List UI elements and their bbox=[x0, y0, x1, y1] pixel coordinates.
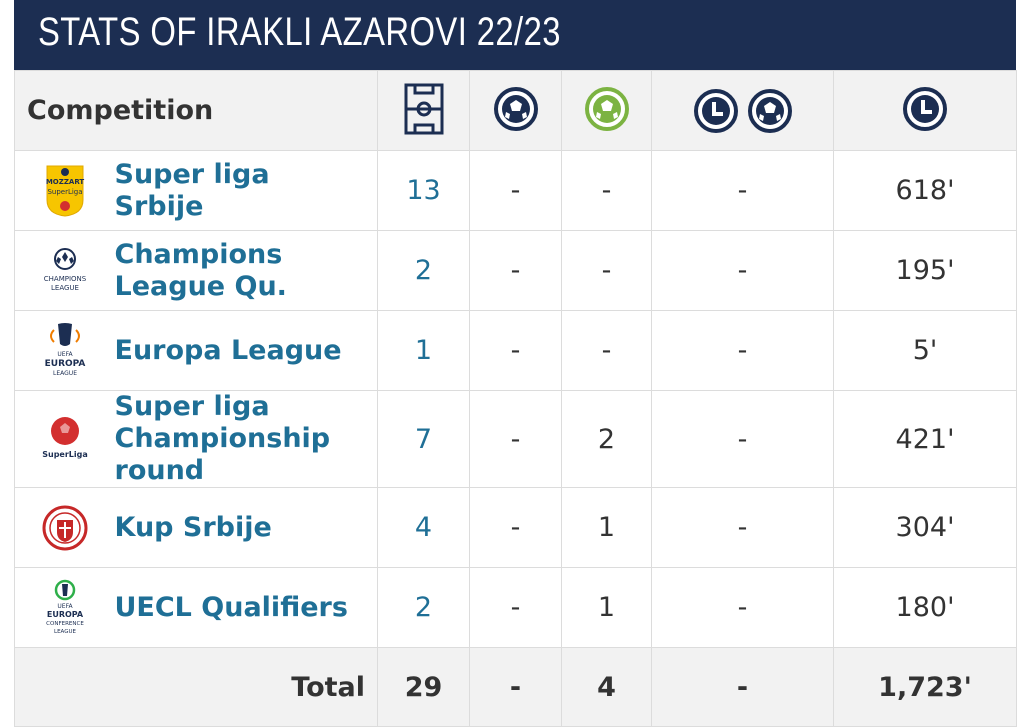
competition-name-link[interactable]: Kup Srbije bbox=[114, 487, 379, 568]
europa-conference-league-logo[interactable]: UEFA EUROPA CONFERENCE LEAGUE bbox=[40, 578, 90, 638]
goals-header bbox=[469, 70, 563, 151]
minutes-per-goal-value: - bbox=[651, 150, 835, 231]
goals-value: - bbox=[469, 390, 563, 488]
europa-league-logo[interactable]: UEFA EUROPA LEAGUE bbox=[40, 322, 90, 380]
minutes-played-value: 421' bbox=[833, 390, 1018, 488]
ball-icon bbox=[493, 86, 538, 131]
goals-value: - bbox=[469, 310, 563, 391]
minutes-per-goal-value: - bbox=[651, 567, 835, 648]
total-goals: - bbox=[469, 647, 563, 727]
minutes-per-goal-value: - bbox=[651, 310, 835, 391]
svg-text:SuperLiga: SuperLiga bbox=[42, 450, 88, 459]
stats-header: STATS OF IRAKLI AZAROVI 22/23 bbox=[14, 0, 1016, 70]
competition-name-link[interactable]: Super liga Srbije bbox=[114, 150, 379, 231]
assists-value: 2 bbox=[561, 390, 653, 488]
minutes-played-value: 180' bbox=[833, 567, 1018, 648]
appearances-value[interactable]: 7 bbox=[377, 390, 471, 488]
goals-value: - bbox=[469, 150, 563, 231]
table-row: MOZZART SuperLiga Super liga Srbije 13 -… bbox=[14, 150, 1018, 231]
table-row: SuperLiga Super liga Championship round … bbox=[14, 390, 1018, 488]
svg-text:LEAGUE: LEAGUE bbox=[51, 284, 79, 292]
assists-value: - bbox=[561, 150, 653, 231]
competition-header: Competition bbox=[13, 70, 379, 151]
assists-header bbox=[561, 70, 653, 151]
kup-srbije-logo[interactable] bbox=[41, 504, 89, 552]
goals-value: - bbox=[469, 567, 563, 648]
total-row: Total 29 - 4 - 1,723' bbox=[13, 647, 1018, 727]
minutes-played-value: 195' bbox=[833, 230, 1018, 311]
mozzart-superliga-logo[interactable]: MOZZART SuperLiga bbox=[43, 164, 87, 218]
ball-icon bbox=[747, 88, 792, 133]
competition-name-link[interactable]: Europa League bbox=[114, 310, 379, 391]
minutes-played-value: 5' bbox=[833, 310, 1018, 391]
minutes-per-goal-header bbox=[651, 70, 835, 151]
total-label: Total bbox=[13, 647, 379, 727]
competition-name-link[interactable]: UECL Qualifiers bbox=[114, 567, 379, 648]
appearances-value[interactable]: 13 bbox=[377, 150, 471, 231]
superliga-logo[interactable]: SuperLiga bbox=[40, 415, 90, 463]
table-row: CHAMPIONS LEAGUE Champions League Qu. 2 … bbox=[14, 230, 1018, 311]
stats-card: STATS OF IRAKLI AZAROVI 22/23 Competitio… bbox=[13, 0, 1018, 727]
minutes-per-goal-value: - bbox=[651, 487, 835, 568]
goals-value: - bbox=[469, 230, 563, 311]
svg-text:UEFA: UEFA bbox=[57, 351, 73, 358]
assists-value: 1 bbox=[561, 487, 653, 568]
clock-icon bbox=[693, 88, 738, 133]
competition-logo-cell: SuperLiga bbox=[14, 390, 115, 488]
assists-value: - bbox=[561, 310, 653, 391]
pitch-icon bbox=[404, 83, 444, 134]
competition-logo-cell: UEFA EUROPA LEAGUE bbox=[14, 310, 115, 391]
competition-logo-cell: CHAMPIONS LEAGUE bbox=[14, 230, 115, 311]
svg-text:CONFERENCE: CONFERENCE bbox=[46, 621, 84, 627]
competition-name-link[interactable]: Super liga Championship round bbox=[114, 390, 379, 488]
svg-text:EUROPA: EUROPA bbox=[44, 359, 85, 369]
svg-text:UEFA: UEFA bbox=[57, 603, 73, 610]
goals-value: - bbox=[469, 487, 563, 568]
total-minutes-played: 1,723' bbox=[833, 647, 1018, 727]
appearances-value[interactable]: 4 bbox=[377, 487, 471, 568]
svg-text:LEAGUE: LEAGUE bbox=[53, 370, 77, 377]
table-row: UEFA EUROPA LEAGUE Europa League 1 - - -… bbox=[14, 310, 1018, 391]
table-row: Kup Srbije 4 - 1 - 304' bbox=[14, 487, 1018, 568]
minutes-per-goal-value: - bbox=[651, 390, 835, 488]
green-ball-icon bbox=[584, 86, 629, 131]
clock-icon bbox=[903, 86, 948, 131]
competition-logo-cell: UEFA EUROPA CONFERENCE LEAGUE bbox=[14, 567, 115, 648]
assists-value: 1 bbox=[561, 567, 653, 648]
appearances-header bbox=[377, 70, 471, 151]
competition-logo-cell: MOZZART SuperLiga bbox=[14, 150, 115, 231]
minutes-played-header bbox=[833, 70, 1018, 151]
total-minutes-per-goal: - bbox=[651, 647, 835, 727]
minutes-played-value: 618' bbox=[833, 150, 1018, 231]
appearances-value[interactable]: 1 bbox=[377, 310, 471, 391]
total-assists: 4 bbox=[561, 647, 653, 727]
appearances-value[interactable]: 2 bbox=[377, 567, 471, 648]
competition-logo-cell bbox=[14, 487, 115, 568]
minutes-played-value: 304' bbox=[833, 487, 1018, 568]
svg-text:MOZZART: MOZZART bbox=[46, 178, 85, 186]
assists-value: - bbox=[561, 230, 653, 311]
svg-text:SuperLiga: SuperLiga bbox=[47, 188, 82, 196]
page-title: STATS OF IRAKLI AZAROVI 22/23 bbox=[38, 10, 561, 54]
table-row: UEFA EUROPA CONFERENCE LEAGUE UECL Quali… bbox=[14, 567, 1018, 648]
appearances-value[interactable]: 2 bbox=[377, 230, 471, 311]
stats-table: Competition bbox=[13, 70, 1018, 727]
svg-text:LEAGUE: LEAGUE bbox=[54, 629, 76, 635]
competition-name-link[interactable]: Champions League Qu. bbox=[114, 230, 379, 311]
champions-league-logo[interactable]: CHAMPIONS LEAGUE bbox=[38, 245, 92, 297]
table-header-row: Competition bbox=[13, 70, 1018, 151]
svg-text:EUROPA: EUROPA bbox=[47, 610, 84, 619]
minutes-per-goal-value: - bbox=[651, 230, 835, 311]
total-appearances: 29 bbox=[377, 647, 471, 727]
svg-text:CHAMPIONS: CHAMPIONS bbox=[44, 275, 87, 283]
